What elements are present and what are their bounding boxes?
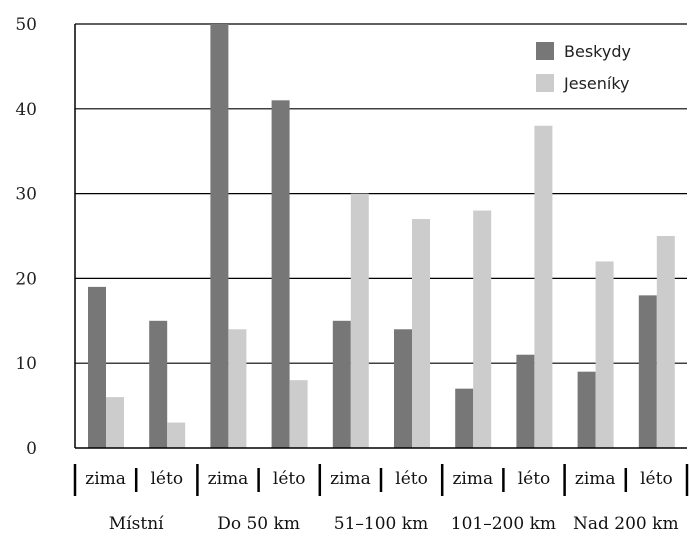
bar-beskydy	[394, 329, 412, 448]
x-tick-label: zima	[330, 469, 371, 489]
x-tick-label: zima	[575, 469, 616, 489]
x-tick-label: zima	[85, 469, 126, 489]
y-tick-label: 30	[15, 185, 37, 205]
y-tick-label: 20	[15, 269, 37, 289]
bar-jeseníky	[412, 219, 430, 448]
legend-label: Beskydy	[564, 42, 631, 61]
x-tick-label: zima	[452, 469, 493, 489]
bar-jeseníky	[595, 261, 614, 448]
bar-beskydy	[210, 24, 229, 448]
group-label: Nad 200 km	[573, 514, 679, 534]
bar-beskydy	[516, 354, 535, 448]
bar-jeseníky	[167, 422, 186, 448]
legend-swatch	[536, 42, 554, 60]
y-tick-label: 50	[15, 15, 37, 35]
bar-beskydy	[332, 320, 351, 448]
x-tick-label: léto	[518, 469, 551, 489]
group-label: Do 50 km	[217, 514, 300, 534]
bar-beskydy	[455, 388, 474, 448]
y-tick-label: 10	[15, 354, 37, 374]
bar-jeseníky	[534, 125, 553, 448]
bar-beskydy	[149, 320, 168, 448]
y-tick-labels: 0 10 20 30 40 50	[15, 15, 37, 459]
y-tick-label: 0	[26, 439, 37, 459]
bar-jeseníky	[350, 193, 369, 448]
legend: Beskydy Jeseníky	[536, 42, 631, 93]
x-tick-label: léto	[151, 469, 184, 489]
legend-label: Jeseníky	[563, 74, 630, 93]
group-label: 51–100 km	[334, 514, 428, 534]
bar-beskydy	[638, 295, 657, 448]
legend-swatch	[536, 74, 554, 92]
x-tick-label: léto	[273, 469, 306, 489]
group-label: 101–200 km	[451, 514, 556, 534]
bar-jeseníky	[228, 329, 247, 448]
group-label: Místní	[109, 514, 164, 534]
bar-jeseníky	[656, 236, 675, 448]
y-tick-label: 40	[15, 100, 37, 120]
bar-beskydy	[271, 100, 290, 448]
bar-jeseníky	[106, 397, 124, 448]
bar-beskydy	[577, 371, 596, 448]
x-tick-label: zima	[208, 469, 249, 489]
grid-lines	[75, 23, 687, 364]
bar-beskydy	[88, 286, 106, 448]
x-tick-label: léto	[395, 469, 428, 489]
x-tick-labels: zima léto zima léto zima léto zima léto zima léto…	[85, 469, 678, 534]
axes	[73, 24, 689, 496]
x-tick-label: léto	[640, 469, 673, 489]
bar-jeseníky	[473, 210, 492, 448]
bar-jeseníky	[289, 380, 308, 448]
bars	[88, 24, 675, 448]
